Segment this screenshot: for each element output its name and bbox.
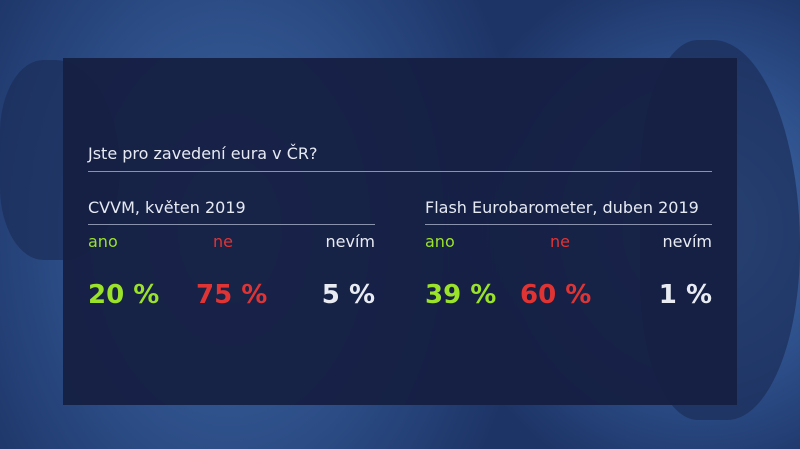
label-no: ne bbox=[213, 232, 233, 251]
survey-source: Flash Eurobarometer, duben 2019 bbox=[425, 198, 699, 217]
label-unknown: nevím bbox=[325, 232, 375, 251]
value-no: 75 % bbox=[196, 280, 268, 310]
value-no: 60 % bbox=[520, 280, 592, 310]
label-yes: ano bbox=[88, 232, 118, 251]
info-panel: Jste pro zavedení eura v ČR? CVVM, květe… bbox=[63, 58, 737, 405]
label-unknown: nevím bbox=[662, 232, 712, 251]
survey-cvvm: CVVM, květen 2019 ano ne nevím 20 % 75 %… bbox=[88, 198, 375, 318]
divider bbox=[425, 224, 712, 225]
value-yes: 20 % bbox=[88, 280, 160, 310]
value-yes: 39 % bbox=[425, 280, 497, 310]
question-title: Jste pro zavedení eura v ČR? bbox=[88, 144, 318, 163]
value-unknown: 5 % bbox=[321, 280, 375, 310]
divider bbox=[88, 224, 375, 225]
label-no: ne bbox=[550, 232, 570, 251]
value-unknown: 1 % bbox=[658, 280, 712, 310]
label-yes: ano bbox=[425, 232, 455, 251]
survey-source: CVVM, květen 2019 bbox=[88, 198, 246, 217]
survey-eurobarometer: Flash Eurobarometer, duben 2019 ano ne n… bbox=[425, 198, 712, 318]
divider bbox=[88, 171, 712, 172]
